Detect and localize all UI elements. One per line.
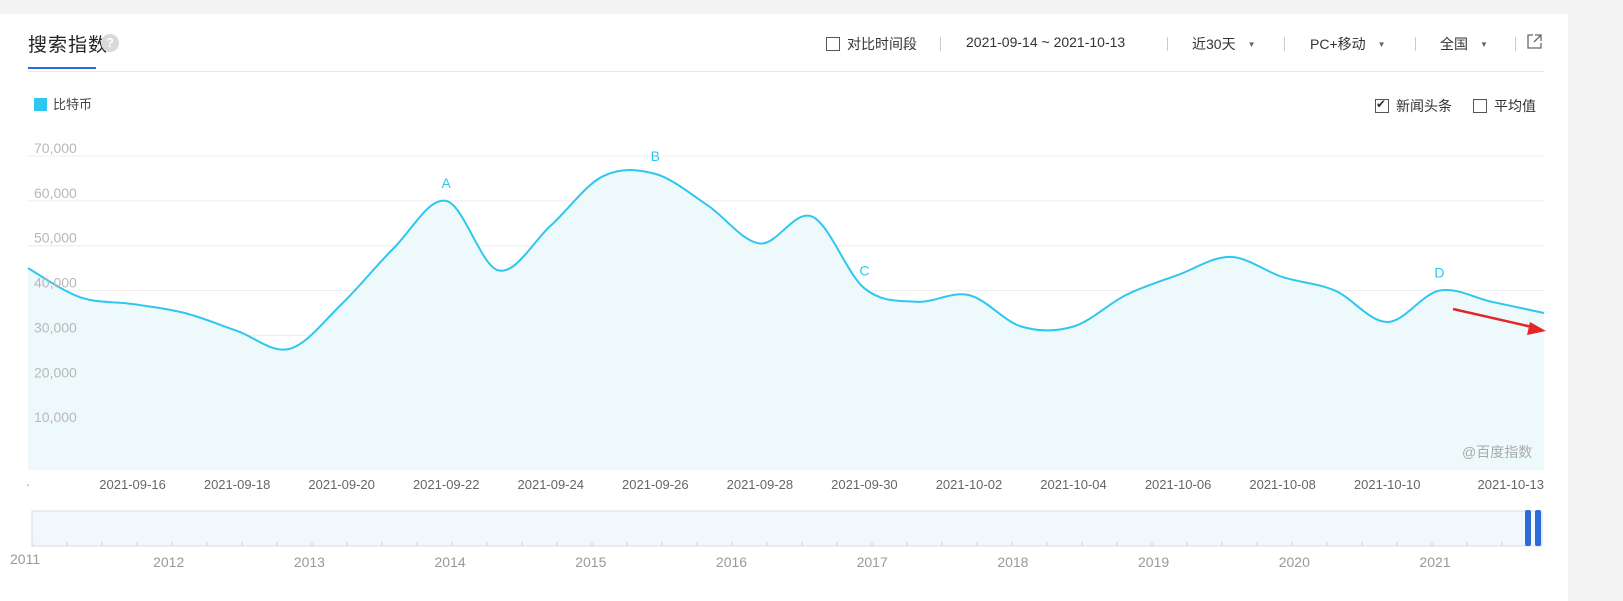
toolbar-divider (940, 37, 941, 51)
series-line (27, 169, 1545, 351)
news-annotation-marker[interactable]: B (651, 148, 660, 164)
y-tick-label: 60,000 (34, 185, 77, 201)
y-tick-label: 40,000 (34, 275, 77, 291)
navigator-year-label: 2011 (10, 551, 40, 567)
average-toggle[interactable]: 平均值 (1473, 96, 1536, 116)
x-tick-label: 2021-10-06 (1145, 477, 1212, 492)
navigator-year-label: 2012 (153, 554, 184, 570)
compare-period-toggle[interactable]: 对比时间段 (826, 34, 917, 54)
y-tick-label: 10,000 (34, 409, 77, 425)
y-tick-label: 20,000 (34, 364, 77, 380)
average-checkbox[interactable] (1473, 99, 1487, 113)
navigator-year-label: 2013 (294, 554, 325, 570)
x-tick-label: 2021-09-24 (518, 477, 585, 492)
news-annotation-marker[interactable]: D (1434, 265, 1444, 281)
time-navigator[interactable] (31, 510, 1543, 547)
question-icon[interactable]: ? (101, 34, 119, 52)
navigator-year-label: 2014 (435, 554, 466, 570)
x-tick-label: 2021-09-16 (99, 477, 166, 492)
news-annotation-marker[interactable]: C (859, 262, 869, 278)
dropdown-arrow-icon: ▼ (1247, 40, 1256, 49)
x-tick-label: 2021-10-13 (1478, 477, 1545, 492)
compare-label: 对比时间段 (847, 36, 917, 52)
navigator-year-label: 2015 (575, 554, 606, 570)
legend-label: 比特币 (53, 97, 93, 112)
x-tick-label: 2021-09-26 (622, 477, 689, 492)
watermark: @百度指数 (1462, 444, 1533, 460)
toolbar-divider (1284, 37, 1285, 51)
navigator-left-handle[interactable] (1525, 510, 1531, 546)
chart-legend[interactable]: 比特币 (34, 94, 92, 113)
legend-swatch (34, 98, 47, 111)
x-tick-label: 2021-09-20 (308, 477, 375, 492)
date-range-picker[interactable]: 2021-09-14 ~ 2021-10-13 (966, 34, 1125, 50)
region-value: 全国 (1440, 36, 1468, 52)
news-headline-toggle[interactable]: 新闻头条 (1375, 96, 1452, 116)
x-tick-label: 2021-09-18 (204, 477, 271, 492)
dropdown-arrow-icon: ▼ (1377, 40, 1386, 49)
x-tick-label: 2021-09-22 (413, 477, 480, 492)
dropdown-arrow-icon: ▼ (1480, 40, 1488, 49)
region-select[interactable]: 全国 ▼ (1440, 34, 1488, 54)
navigator-year-label: 2017 (857, 554, 888, 570)
x-tick-label: 2021-10-04 (1040, 477, 1107, 492)
x-tick-label: 2021-10-08 (1249, 477, 1316, 492)
period-select[interactable]: 近30天 ▼ (1192, 34, 1256, 54)
navigator-year-label: 2018 (997, 554, 1028, 570)
navigator-year-label: 2019 (1138, 554, 1169, 570)
x-tick-label: 2021-09-30 (831, 477, 898, 492)
device-select[interactable]: PC+移动 ▼ (1310, 34, 1386, 54)
x-tick-label: 2021-10-02 (936, 477, 1003, 492)
trend-arrow-icon (1452, 307, 1533, 329)
arrow-head-icon (1527, 322, 1546, 335)
toolbar-divider (1167, 37, 1168, 51)
news-label: 新闻头条 (1396, 98, 1452, 114)
average-label: 平均值 (1494, 98, 1536, 114)
news-annotation-marker[interactable]: A (442, 175, 452, 191)
navigator-right-handle[interactable] (1535, 510, 1541, 546)
header-divider (28, 71, 1544, 72)
active-tab-indicator (28, 67, 96, 69)
navigator-year-label: 2021 (1419, 554, 1450, 570)
y-tick-label: 70,000 (34, 140, 77, 156)
export-icon[interactable] (1526, 33, 1543, 50)
navigator-year-label: 2016 (716, 554, 747, 570)
y-tick-label: 30,000 (34, 319, 77, 335)
date-range-text: 2021-09-14 ~ 2021-10-13 (966, 34, 1126, 50)
x-tick-label: 2021-09-28 (727, 477, 794, 492)
navigator-year-label: 2020 (1279, 554, 1310, 570)
period-value: 近30天 (1192, 36, 1236, 52)
page-title: 搜索指数 (28, 35, 109, 56)
device-value: PC+移动 (1310, 36, 1366, 52)
x-tick-mark: · (26, 477, 30, 492)
toolbar-divider (1515, 37, 1516, 51)
toolbar-divider (1415, 37, 1416, 51)
y-tick-label: 50,000 (34, 230, 77, 246)
series-area (28, 170, 1544, 470)
x-tick-label: 2021-10-10 (1354, 477, 1421, 492)
compare-checkbox[interactable] (826, 37, 840, 51)
news-checkbox[interactable] (1375, 97, 1389, 113)
